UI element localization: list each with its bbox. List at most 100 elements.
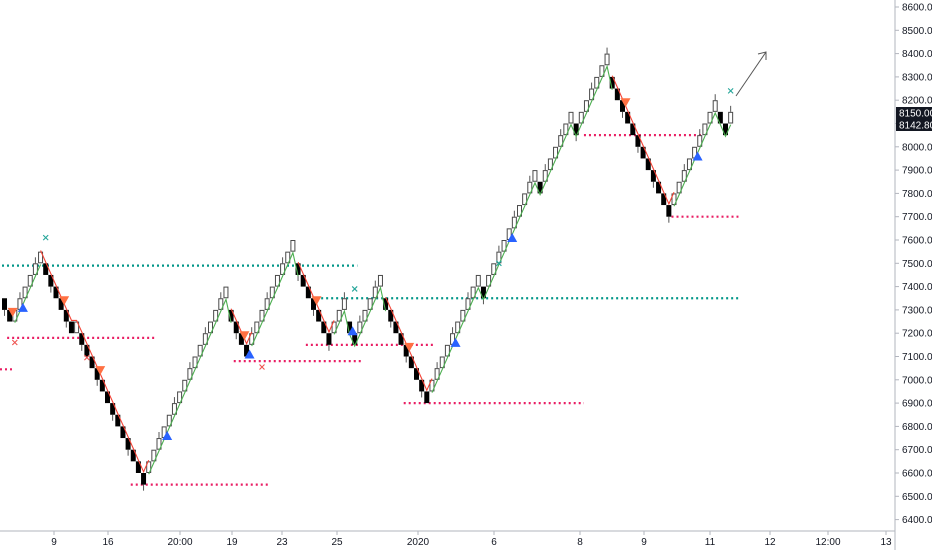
down-brick bbox=[640, 146, 646, 159]
up-brick bbox=[218, 298, 224, 310]
down-brick bbox=[321, 321, 327, 334]
down-brick bbox=[99, 379, 105, 392]
down-brick bbox=[238, 333, 244, 345]
up-brick bbox=[686, 158, 692, 171]
up-brick bbox=[532, 170, 538, 182]
downtrend-line bbox=[40, 250, 150, 474]
down-brick bbox=[233, 321, 239, 334]
up-brick bbox=[475, 274, 481, 287]
y-tick-label: 7700.00 bbox=[902, 212, 932, 223]
y-tick-label: 7500.00 bbox=[902, 259, 932, 270]
x-tick-label: 9 bbox=[51, 537, 57, 548]
up-brick bbox=[697, 135, 703, 147]
down-brick bbox=[661, 193, 667, 206]
y-axis-ticks: 6400.00 6500.00 6600.00 6700.00 6800.00 6900.… bbox=[895, 3, 932, 526]
up-brick bbox=[707, 111, 713, 124]
up-brick bbox=[151, 449, 157, 462]
up-brick bbox=[501, 240, 507, 252]
y-tick-label: 7000.00 bbox=[902, 375, 932, 386]
down-brick bbox=[43, 263, 49, 275]
buy-signal-triangle bbox=[162, 431, 173, 441]
up-brick bbox=[470, 286, 476, 299]
up-brick bbox=[377, 274, 383, 287]
up-brick bbox=[146, 461, 152, 474]
down-brick bbox=[424, 391, 430, 404]
down-brick bbox=[316, 309, 322, 322]
y-tick-label: 7100.00 bbox=[902, 352, 932, 363]
cross-mark bbox=[259, 364, 265, 370]
uptrend-line bbox=[14, 264, 42, 323]
up-brick bbox=[32, 263, 38, 275]
up-brick bbox=[182, 379, 188, 392]
trend-line bbox=[14, 64, 732, 475]
up-brick bbox=[429, 379, 435, 392]
projection-arrow bbox=[735, 51, 767, 97]
down-brick bbox=[79, 333, 85, 345]
down-brick bbox=[110, 403, 116, 415]
cross-mark bbox=[42, 234, 49, 241]
down-brick bbox=[311, 298, 316, 310]
down-brick bbox=[326, 333, 332, 345]
up-brick bbox=[434, 368, 440, 380]
down-brick bbox=[620, 100, 625, 112]
down-brick bbox=[537, 181, 543, 194]
up-brick bbox=[331, 321, 337, 334]
down-brick bbox=[388, 309, 394, 322]
uptrend-line bbox=[333, 286, 387, 348]
y-tick-label: 7400.00 bbox=[902, 282, 932, 293]
up-brick bbox=[517, 205, 522, 217]
x-tick-label: 12:00 bbox=[815, 537, 840, 548]
up-brick bbox=[568, 111, 574, 124]
uptrend-line bbox=[251, 251, 299, 347]
down-brick bbox=[656, 181, 662, 194]
down-brick bbox=[635, 135, 641, 147]
down-brick bbox=[84, 344, 90, 357]
y-tick-label: 7600.00 bbox=[902, 236, 932, 247]
buy-signal-triangle bbox=[692, 151, 703, 161]
up-brick bbox=[460, 309, 466, 322]
down-brick bbox=[48, 274, 54, 287]
up-brick bbox=[274, 274, 280, 287]
down-brick bbox=[630, 123, 636, 136]
down-brick bbox=[408, 356, 414, 369]
down-brick bbox=[295, 263, 301, 275]
cross-mark bbox=[11, 339, 18, 346]
down-brick bbox=[717, 111, 723, 124]
up-brick bbox=[192, 356, 198, 369]
price-tag-label: 8142.80 bbox=[899, 121, 932, 132]
down-brick bbox=[625, 111, 631, 124]
sell-signal-triangle bbox=[311, 296, 322, 306]
x-tick-label: 6 bbox=[491, 537, 497, 548]
up-brick bbox=[285, 251, 291, 264]
buy-signal-triangle bbox=[17, 302, 28, 312]
x-tick-label: 23 bbox=[276, 537, 288, 548]
axes bbox=[0, 0, 896, 550]
up-brick bbox=[671, 193, 677, 206]
x-tick-label: 16 bbox=[102, 537, 114, 548]
y-tick-label: 8400.00 bbox=[902, 49, 932, 60]
buy-signal-triangle bbox=[450, 337, 461, 347]
y-tick-label: 6600.00 bbox=[902, 469, 932, 480]
up-brick bbox=[465, 298, 471, 310]
up-brick bbox=[156, 438, 162, 450]
down-brick bbox=[115, 414, 121, 427]
y-tick-label: 6900.00 bbox=[902, 399, 932, 410]
up-brick bbox=[38, 251, 44, 264]
y-tick-label: 7200.00 bbox=[902, 329, 932, 340]
up-brick bbox=[372, 286, 378, 299]
up-brick bbox=[486, 274, 492, 287]
uptrend-line bbox=[431, 64, 613, 393]
x-axis-ticks: 9 16 20:00 19 23 25 2020 6 8 9 11 12 12:00 13 bbox=[51, 531, 892, 548]
y-tick-label: 8200.00 bbox=[902, 96, 932, 107]
up-brick bbox=[249, 333, 255, 345]
up-brick bbox=[171, 403, 177, 415]
up-brick bbox=[604, 53, 610, 66]
up-brick bbox=[341, 298, 347, 310]
down-brick bbox=[135, 461, 141, 473]
down-brick bbox=[63, 309, 69, 322]
projection-arrow-head bbox=[757, 51, 767, 60]
up-brick bbox=[280, 263, 286, 275]
uptrend-line bbox=[673, 111, 732, 207]
down-brick bbox=[419, 379, 425, 392]
